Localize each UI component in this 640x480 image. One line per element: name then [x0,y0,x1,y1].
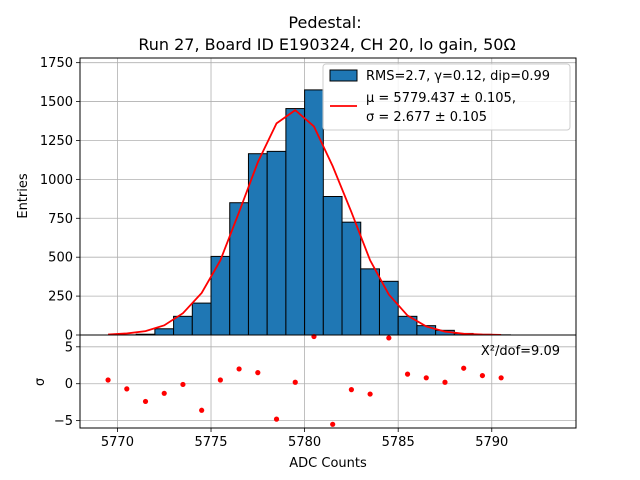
residual-point-1 [124,386,130,392]
fit-curve [108,108,502,336]
residual-point-12 [330,421,336,427]
residual-point-14 [367,391,373,397]
residual-point-2 [142,398,149,405]
legend-box [322,63,571,131]
chart-title-line1: Pedestal: [288,13,361,32]
chart-title-line2: Run 27, Board ID E190324, CH 20, lo gain… [138,35,515,54]
histogram-bar-6 [210,255,231,336]
residual-point-8 [255,370,261,376]
residual-point-3 [161,390,167,396]
main-y-tick-label-1: 250 [48,290,73,305]
x-tick-label-0: 5770 [101,435,134,450]
residual-point-20 [479,372,486,379]
main-y-tick-label-7: 1750 [40,56,73,71]
residual-x-ticks: 5770 5775 5780 5785 5790 [101,428,508,450]
legend-label-fit-sigma: σ = 2.677 ± 0.105 [366,110,487,125]
histogram-bar-10 [285,108,306,336]
residual-plot: −505 5770 5775 5780 5785 5790 X²/dof=9.09 σ … [33,333,577,471]
residual-point-0 [105,377,111,383]
main-y-tick-label-0: 0 [65,329,73,344]
residual-y-tick-label-1: 0 [65,377,73,392]
residual-plot-frame [79,334,577,429]
main-y-axis-label: Entries [16,173,31,219]
main-y-tick-label-4: 1000 [40,173,73,188]
residual-point-15 [386,335,392,341]
residual-point-21 [498,375,504,381]
legend-label-histogram: RMS=2.7, γ=0.12, dip=0.99 [366,69,550,84]
x-axis-label: ADC Counts [289,456,367,471]
residual-point-16 [404,371,411,377]
residual-y-tick-label-2: 5 [65,340,73,355]
residual-point-17 [423,375,429,381]
residual-y-axis-label: σ [33,378,48,386]
histogram-bar-13 [341,221,362,336]
histogram-bar-15 [378,280,399,336]
histogram-bar-4 [173,315,193,336]
residual-point-7 [236,366,242,372]
residual-y-tick-label-0: −5 [54,414,73,429]
histogram-bar-3 [154,328,175,336]
main-y-tick-label-6: 1500 [40,95,73,110]
histogram-bar-9 [266,150,287,336]
histogram-bar-12 [322,196,343,336]
histogram-bar-5 [191,302,212,336]
residual-point-18 [442,379,448,385]
x-tick-label-4: 5790 [475,435,508,450]
legend-label-fit-mu: μ = 5779.437 ± 0.105, [366,91,516,106]
x-tick-label-2: 5780 [288,435,321,450]
residual-grid [80,335,576,428]
main-y-ticks: 0 250 500 750 1000 1250 1500 1750 [40,56,80,344]
residual-y-ticks: −5 0 5 [54,340,80,429]
main-y-tick-label-3: 750 [48,212,73,227]
histogram-plot: 0 250 500 750 1000 1250 1500 1750 Entries RMS=2… [16,56,577,344]
residual-point-9 [273,416,280,422]
residual-point-13 [348,387,354,393]
histogram-bar-14 [360,268,380,336]
residual-point-5 [199,407,205,413]
x-tick-label-1: 5775 [194,435,227,450]
residual-point-6 [217,377,223,383]
legend-patch [329,69,358,82]
residual-annotation: X²/dof=9.09 [481,344,560,359]
residual-points [105,333,504,427]
residual-point-10 [292,379,298,385]
residual-plot-background [80,335,576,428]
main-y-tick-label-5: 1250 [40,134,73,149]
x-tick-label-3: 5785 [382,435,415,450]
main-y-tick-label-2: 500 [48,251,73,266]
legend: RMS=2.7, γ=0.12, dip=0.99 μ = 5779.437 ±… [322,63,571,131]
histogram-bar-7 [229,202,249,336]
residual-point-19 [461,365,467,371]
residual-point-4 [180,381,186,388]
